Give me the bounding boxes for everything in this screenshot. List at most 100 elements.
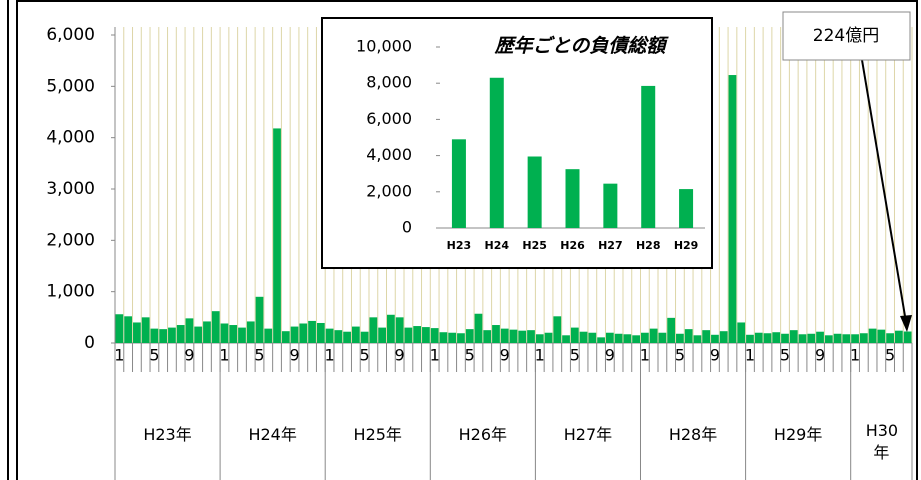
x-tick-label: H24: [485, 239, 510, 252]
bar: [711, 334, 719, 343]
bar: [679, 189, 694, 228]
bar: [430, 328, 439, 343]
x-tick-label: 1: [745, 346, 755, 365]
bar: [264, 328, 273, 343]
group-label: H30年: [865, 421, 899, 462]
bar: [824, 335, 833, 343]
x-tick-label: 1: [324, 346, 334, 365]
bar: [316, 322, 325, 343]
bar: [868, 328, 877, 343]
bar: [176, 325, 185, 343]
bar: [422, 327, 430, 343]
bar: [413, 326, 422, 343]
y-tick-label: 6,000: [46, 25, 95, 45]
bar: [781, 333, 789, 343]
y-tick-label: 4,000: [366, 145, 412, 164]
bar: [588, 332, 597, 343]
bar: [238, 327, 246, 343]
bar: [894, 330, 903, 343]
bar: [527, 330, 535, 343]
bar: [395, 317, 404, 343]
bar: [220, 323, 229, 343]
y-tick-label: 0: [402, 218, 412, 237]
bar: [851, 334, 859, 343]
bar: [509, 329, 518, 343]
bar: [360, 331, 369, 343]
y-tick-label: 6,000: [366, 109, 412, 128]
bar: [369, 317, 378, 343]
bar: [308, 320, 316, 343]
bar: [789, 330, 798, 343]
y-tick-label: 4,000: [46, 128, 95, 148]
bar: [833, 333, 842, 343]
bar: [457, 333, 465, 343]
bar: [474, 313, 483, 343]
bar: [343, 331, 351, 343]
bar: [281, 331, 290, 343]
x-tick-label: 5: [780, 346, 790, 365]
x-tick-label: 1: [114, 346, 124, 365]
x-tick-label: 1: [430, 346, 440, 365]
x-tick-label: 1: [219, 346, 229, 365]
bar: [603, 183, 618, 228]
x-tick-label: 1: [640, 346, 650, 365]
bar: [387, 314, 395, 343]
bar: [141, 317, 150, 343]
x-tick-label: 9: [605, 346, 615, 365]
x-tick-label: 5: [149, 346, 159, 365]
bar: [641, 85, 656, 228]
bar: [168, 327, 176, 343]
annotation: 224億円: [813, 26, 879, 46]
bar: [439, 332, 448, 343]
bar: [877, 329, 886, 343]
bar: [903, 331, 912, 343]
bar: [763, 333, 772, 343]
group-label: H29年: [773, 425, 823, 444]
bar: [746, 334, 754, 343]
x-tick-label: 5: [360, 346, 370, 365]
bar: [451, 139, 466, 228]
bar: [489, 77, 504, 229]
bar: [492, 325, 500, 343]
bar: [378, 327, 387, 343]
bar: [693, 335, 702, 343]
bar: [290, 326, 299, 343]
bar: [562, 335, 570, 343]
bar: [565, 169, 580, 228]
bar: [667, 317, 676, 343]
bar: [448, 332, 457, 343]
bar: [553, 316, 562, 343]
x-tick-label: 9: [500, 346, 510, 365]
x-tick-label: 9: [815, 346, 825, 365]
bar: [133, 322, 141, 343]
annotation-arrow: [861, 59, 908, 329]
annotation-box: [782, 11, 911, 61]
bar: [640, 332, 649, 343]
group-label: H24年: [248, 425, 297, 444]
bar: [886, 333, 894, 343]
bar: [570, 327, 579, 343]
x-tick-label: 1: [535, 346, 545, 365]
bar: [623, 334, 632, 343]
bar: [211, 311, 220, 343]
bar: [299, 323, 308, 343]
bar: [719, 331, 728, 343]
bar: [579, 331, 588, 343]
bar: [404, 327, 413, 343]
bar: [816, 331, 824, 343]
bar: [798, 334, 807, 343]
bar: [159, 329, 168, 343]
group-label: H25年: [353, 425, 402, 444]
x-tick-label: 1: [850, 346, 860, 365]
group-label: H28年: [668, 425, 718, 444]
bar: [807, 333, 816, 343]
bar: [649, 328, 658, 343]
bar: [483, 330, 492, 343]
x-tick-label: 5: [885, 346, 895, 365]
bar: [684, 329, 693, 343]
bar: [465, 329, 474, 343]
x-tick-label: H27: [598, 239, 623, 252]
bar: [772, 332, 781, 343]
x-tick-label: 5: [254, 346, 264, 365]
